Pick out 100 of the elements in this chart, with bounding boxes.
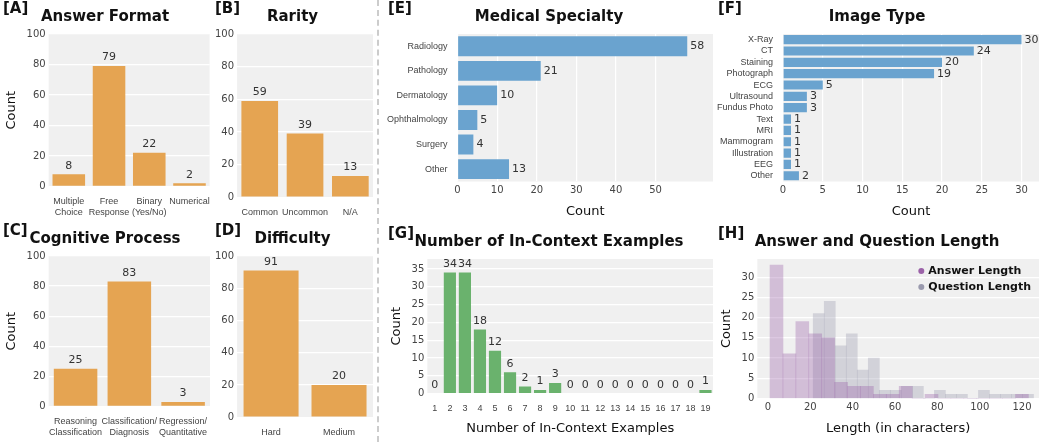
x-tick-label: 16: [655, 403, 666, 414]
y-axis-title: Count: [3, 90, 19, 130]
x-tick-label: 20: [935, 183, 949, 195]
x-tick-label: 25: [975, 183, 989, 195]
data-label: 1: [536, 374, 544, 388]
x-tick-label: 13: [610, 403, 621, 414]
x-axis-title: Number of In-Context Examples: [466, 419, 675, 435]
data-label: 8: [65, 158, 73, 172]
chart-title: Answer and Question Length: [754, 231, 1000, 250]
x-tick-label: Numerical: [169, 196, 210, 207]
x-axis-title: Count: [565, 202, 605, 218]
y-tick-label: Surgery: [416, 139, 449, 150]
data-label: 21: [543, 63, 558, 77]
y-axis-title: Count: [388, 307, 404, 346]
y-tick-label: 100: [214, 27, 235, 39]
x-tick-label: Free Response: [88, 196, 130, 218]
data-label: 0: [686, 377, 694, 391]
chart-title: Image Type: [828, 6, 926, 25]
x-tick-label: Hard: [261, 427, 281, 438]
chart-title: Cognitive Process: [29, 228, 181, 247]
data-label: 18: [472, 313, 487, 327]
x-tick-label: 10: [856, 183, 869, 195]
y-tick-label: 80: [221, 60, 235, 72]
data-label: 25: [68, 353, 83, 367]
y-tick-label: Illustration: [732, 147, 774, 158]
y-tick-label: 80: [32, 58, 46, 70]
x-tick-label: 20: [803, 400, 817, 412]
data-label: 59: [252, 85, 267, 99]
x-tick-label: 18: [685, 403, 696, 414]
chart-title: Answer Format: [40, 6, 170, 25]
y-tick-label: 40: [32, 119, 46, 131]
y-tick-label: 35: [411, 262, 425, 274]
y-tick-label: Fundus Photo: [716, 102, 774, 113]
data-label: 0: [611, 377, 619, 391]
data-label: 0: [566, 377, 574, 391]
y-tick-label: Text: [756, 113, 774, 124]
y-tick-label: 60: [221, 314, 235, 326]
data-label: 19: [937, 66, 952, 80]
x-tick-label: Reasoning Classification: [49, 416, 103, 438]
x-tick-label: Classification/ Diagnosis: [101, 416, 158, 438]
text: [A]: [3, 0, 29, 18]
x-tick-label: 7: [522, 403, 528, 414]
y-tick-label: 60: [32, 309, 46, 321]
x-tick-label: 30: [1015, 183, 1028, 195]
data-label: 2: [521, 370, 529, 384]
data-label: 91: [264, 254, 279, 268]
y-tick-label: 40: [32, 339, 46, 351]
data-label: 58: [690, 39, 705, 53]
y-tick-label: Pathology: [407, 65, 449, 76]
y-tick-label: Ultrasound: [729, 90, 774, 101]
y-axis-title: Count: [718, 309, 734, 348]
chart-title: Medical Specialty: [474, 6, 624, 25]
y-tick-label: Staining: [740, 56, 774, 67]
x-axis-title: Count: [891, 202, 931, 218]
data-label: 0: [596, 377, 604, 391]
y-tick-label: 20: [221, 378, 235, 390]
y-tick-label: 15: [741, 331, 755, 343]
data-label: 1: [793, 123, 801, 137]
data-label: 1: [793, 145, 801, 159]
y-tick-label: 15: [411, 333, 425, 345]
data-label: 3: [809, 100, 817, 114]
y-tick-label: 5: [747, 371, 755, 383]
data-label: 2: [186, 167, 193, 181]
y-tick-label: X-Ray: [748, 34, 774, 45]
x-tick-label: 3: [462, 403, 468, 414]
data-label: 24: [976, 43, 991, 57]
data-label: 1: [793, 157, 801, 171]
data-label: 2: [801, 168, 809, 182]
x-tick-label: 0: [779, 183, 787, 195]
data-label: 22: [142, 137, 157, 151]
y-tick-label: 30: [411, 280, 425, 292]
data-label: 13: [512, 161, 527, 175]
x-tick-label: 30: [569, 183, 583, 195]
x-tick-label: 15: [640, 403, 651, 414]
y-tick-label: 20: [32, 369, 46, 381]
data-label: 3: [809, 89, 817, 103]
y-axis-title: Count: [3, 311, 19, 351]
x-tick-label: 1: [432, 403, 438, 414]
y-tick-label: 30: [741, 270, 755, 282]
x-tick-label: 40: [846, 400, 859, 412]
text: [E]: [388, 0, 412, 18]
data-label: 0: [656, 377, 664, 391]
data-label: 79: [102, 50, 117, 64]
y-tick-label: CT: [761, 45, 774, 56]
y-tick-label: 10: [411, 351, 425, 363]
data-label: 30: [1024, 32, 1039, 46]
y-tick-label: 20: [741, 311, 755, 323]
data-label: 0: [581, 377, 589, 391]
y-tick-label: Ophthalmology: [386, 114, 449, 125]
x-tick-label: 20: [530, 183, 544, 195]
y-tick-label: 20: [221, 158, 235, 170]
y-tick-label: 100: [26, 27, 46, 39]
x-tick-label: 5: [819, 183, 826, 195]
y-tick-label: 60: [221, 92, 235, 104]
y-tick-label: 100: [214, 249, 235, 261]
y-tick-label: 20: [411, 315, 425, 327]
x-tick-label: 9: [552, 403, 558, 414]
data-label: 0: [671, 377, 679, 391]
x-tick-label: 4: [477, 403, 483, 414]
x-tick-label: 19: [700, 403, 711, 414]
